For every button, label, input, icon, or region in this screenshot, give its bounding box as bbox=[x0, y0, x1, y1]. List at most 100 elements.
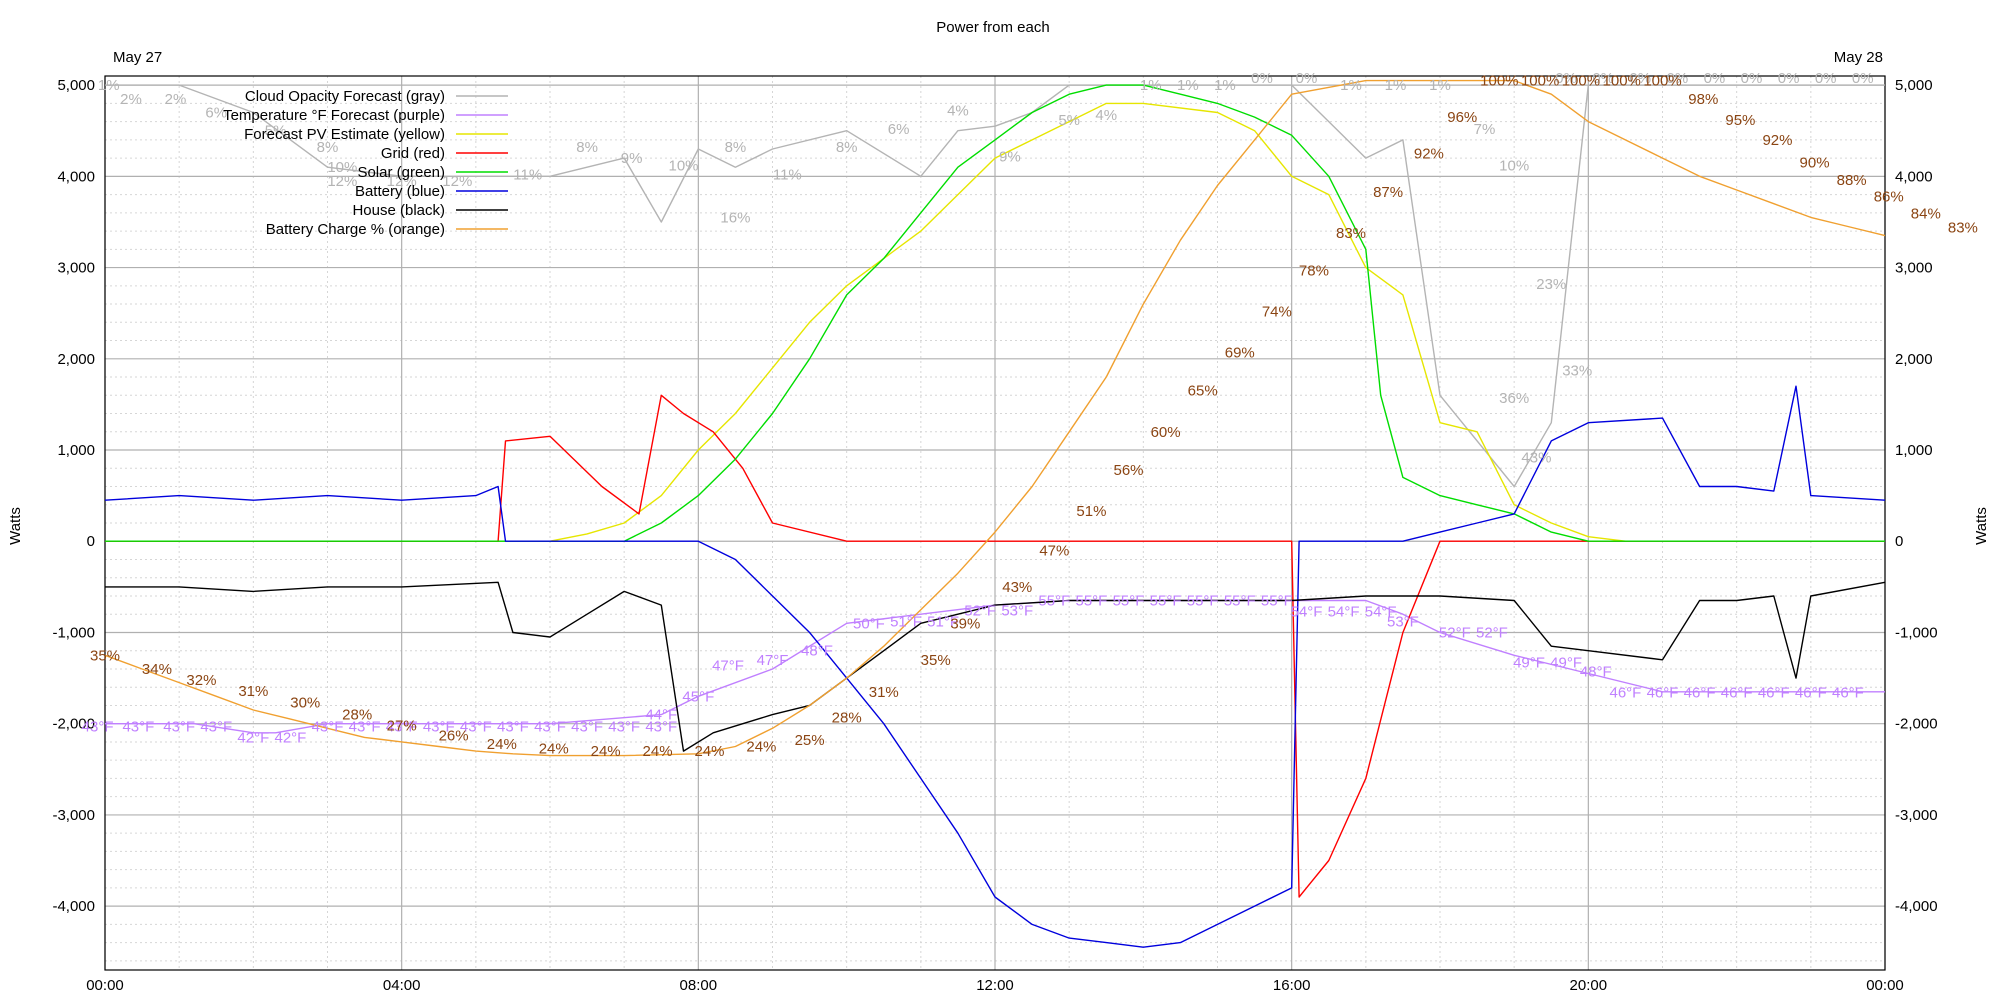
charge-data-label: 83% bbox=[1336, 225, 1366, 242]
temperature-data-label: 53°F bbox=[1001, 603, 1033, 620]
cloud-data-label: 8% bbox=[317, 139, 339, 156]
y-tick-label-left: 5,000 bbox=[57, 77, 95, 94]
charge-data-label: 24% bbox=[591, 743, 621, 760]
temperature-data-label: 53°F bbox=[1387, 614, 1419, 631]
temperature-data-label: 43°F bbox=[534, 718, 566, 735]
charge-data-label: 88% bbox=[1837, 172, 1867, 189]
temperature-data-label: 43°F bbox=[460, 718, 492, 735]
cloud-data-label: 12% bbox=[442, 173, 472, 190]
cloud-data-label: 2% bbox=[120, 91, 142, 108]
charge-data-label: 86% bbox=[1874, 188, 1904, 205]
charge-data-label: 90% bbox=[1800, 155, 1830, 172]
date-left-label: May 27 bbox=[113, 49, 162, 66]
charge-data-label: 24% bbox=[643, 743, 673, 760]
temperature-data-label: 55°F bbox=[1261, 593, 1293, 610]
temperature-data-label: 43°F bbox=[386, 718, 418, 735]
cloud-data-label: 9% bbox=[999, 148, 1021, 165]
charge-data-label: 31% bbox=[869, 684, 899, 701]
charge-data-label: 100% bbox=[1562, 73, 1600, 90]
charge-data-label: 24% bbox=[487, 736, 517, 753]
temperature-data-label: 47°F bbox=[757, 652, 789, 669]
cloud-data-label: 33% bbox=[1562, 363, 1592, 380]
cloud-data-label: 5% bbox=[265, 123, 287, 140]
cloud-data-label: 1% bbox=[1340, 77, 1362, 94]
cloud-data-label: 8% bbox=[836, 139, 858, 156]
legend-label: Temperature °F Forecast (purple) bbox=[223, 107, 445, 124]
y-tick-label-left: 1,000 bbox=[57, 442, 95, 459]
cloud-data-label: 23% bbox=[1536, 276, 1566, 293]
cloud-data-label: 1% bbox=[1385, 77, 1407, 94]
series-line-7 bbox=[104, 79, 1886, 757]
charge-data-label: 43% bbox=[1002, 579, 1032, 596]
y-tick-label-right: -3,000 bbox=[1895, 807, 1938, 824]
y-tick-label-right: 0 bbox=[1895, 533, 1903, 550]
data-labels: 1%2% 2%6%5%8%10%12% 12% 12% 11%8%9% 10%16%8%1… bbox=[82, 70, 1978, 760]
temperature-data-label: 48°F bbox=[801, 643, 833, 660]
legend: Cloud Opacity Forecast (gray) Temperature… bbox=[223, 88, 508, 238]
legend-label: Forecast PV Estimate (yellow) bbox=[244, 126, 445, 143]
cloud-data-label: 0% bbox=[1666, 70, 1688, 87]
y-tick-label-left: -3,000 bbox=[52, 807, 95, 824]
charge-data-label: 30% bbox=[290, 695, 320, 712]
x-tick-label: 00:00 bbox=[1866, 977, 1904, 994]
y-tick-label-right: -1,000 bbox=[1895, 624, 1938, 641]
cloud-data-label: 43% bbox=[1521, 449, 1551, 466]
temperature-data-label: 54°F bbox=[1291, 603, 1323, 620]
cloud-data-label: 16% bbox=[720, 209, 750, 226]
cloud-data-label: 10% bbox=[1499, 157, 1529, 174]
charge-data-label: 34% bbox=[142, 661, 172, 678]
axes: 5,000 5,000 4,000 4,000 3,000 3,000 2,000 2,000… bbox=[52, 77, 1937, 994]
temperature-data-label: 55°F bbox=[1038, 593, 1070, 610]
charge-data-label: 26% bbox=[439, 728, 469, 745]
series-line-3 bbox=[105, 394, 1885, 898]
charge-data-label: 28% bbox=[832, 709, 862, 726]
charge-data-label: 95% bbox=[1725, 112, 1755, 129]
y-axis-label-right: Watts bbox=[1973, 507, 1990, 545]
y-tick-label-right: 4,000 bbox=[1895, 168, 1933, 185]
charge-data-label: 87% bbox=[1373, 184, 1403, 201]
cloud-data-label: 1% bbox=[98, 77, 120, 94]
series-line-0 bbox=[105, 84, 1885, 488]
y-tick-label-right: -4,000 bbox=[1895, 898, 1938, 915]
cloud-data-label: 10% bbox=[668, 157, 698, 174]
cloud-data-label: 0% bbox=[1741, 70, 1763, 87]
temperature-data-label: 55°F bbox=[1150, 593, 1182, 610]
cloud-data-label: 9% bbox=[621, 150, 643, 167]
y-tick-label-right: 5,000 bbox=[1895, 77, 1933, 94]
x-tick-label: 20:00 bbox=[1570, 977, 1608, 994]
cloud-data-label: 10% bbox=[327, 159, 357, 176]
charge-data-label: 69% bbox=[1225, 344, 1255, 361]
charge-data-label: 24% bbox=[746, 739, 776, 756]
temperature-data-label: 46°F bbox=[1795, 685, 1827, 702]
temperature-data-label: 49°F bbox=[1513, 655, 1545, 672]
x-tick-label: 16:00 bbox=[1273, 977, 1311, 994]
legend-label: Grid (red) bbox=[381, 145, 445, 162]
temperature-data-label: 42°F bbox=[274, 729, 306, 746]
cloud-data-label: 36% bbox=[1499, 390, 1529, 407]
y-axis-label-left: Watts bbox=[7, 507, 24, 545]
temperature-data-label: 43°F bbox=[571, 718, 603, 735]
charge-data-label: 24% bbox=[694, 743, 724, 760]
cloud-data-label: 7% bbox=[1474, 121, 1496, 138]
cloud-data-label: 0% bbox=[1778, 70, 1800, 87]
charge-data-label: 100% bbox=[1480, 73, 1518, 90]
temperature-data-label: 43°F bbox=[497, 718, 529, 735]
charge-data-label: 35% bbox=[921, 652, 951, 669]
data-series bbox=[104, 79, 1886, 948]
series-line-6 bbox=[105, 581, 1886, 752]
charge-data-label: 78% bbox=[1299, 262, 1329, 279]
cloud-data-label: 8% bbox=[576, 139, 598, 156]
temperature-data-label: 55°F bbox=[1075, 593, 1107, 610]
temperature-data-label: 52°F bbox=[1476, 624, 1508, 641]
temperature-data-label: 43°F bbox=[312, 718, 344, 735]
charge-data-label: 84% bbox=[1911, 206, 1941, 223]
temperature-data-label: 43°F bbox=[608, 718, 640, 735]
cloud-data-label: 0% bbox=[1852, 70, 1874, 87]
series-line-4 bbox=[105, 84, 1885, 542]
cloud-data-label: 4% bbox=[1095, 107, 1117, 124]
legend-label: Battery Charge % (orange) bbox=[266, 221, 445, 238]
cloud-data-label: 11% bbox=[773, 167, 802, 184]
cloud-data-label: 6% bbox=[888, 121, 910, 138]
temperature-data-label: 46°F bbox=[1647, 685, 1679, 702]
y-tick-label-left: -4,000 bbox=[52, 898, 95, 915]
